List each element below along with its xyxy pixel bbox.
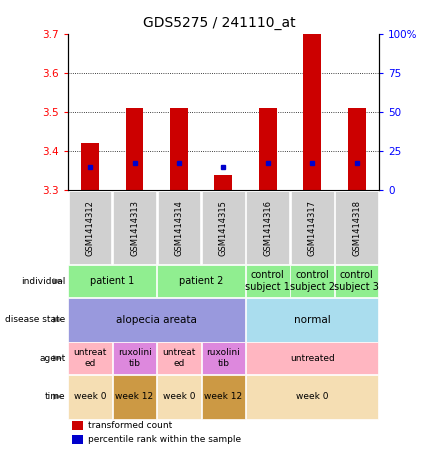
Text: GSM1414317: GSM1414317: [308, 200, 317, 255]
Text: GSM1414316: GSM1414316: [263, 200, 272, 255]
Text: transformed count: transformed count: [88, 421, 172, 430]
Text: week 12: week 12: [204, 392, 243, 401]
Text: GSM1414318: GSM1414318: [352, 200, 361, 255]
Text: control
subject 1: control subject 1: [245, 270, 290, 292]
Text: ruxolini
tib: ruxolini tib: [118, 348, 152, 368]
Text: normal: normal: [294, 315, 331, 325]
Text: GSM1414315: GSM1414315: [219, 200, 228, 255]
Bar: [170, 108, 188, 190]
Text: GSM1414313: GSM1414313: [130, 200, 139, 255]
Bar: [259, 108, 277, 190]
Text: GSM1414314: GSM1414314: [174, 200, 184, 255]
Text: week 0: week 0: [296, 392, 328, 401]
Bar: [348, 108, 366, 190]
Text: control
subject 3: control subject 3: [334, 270, 379, 292]
Text: untreated: untreated: [290, 354, 335, 363]
Polygon shape: [53, 355, 64, 361]
Text: patient 1: patient 1: [90, 276, 134, 286]
Text: time: time: [45, 392, 66, 401]
Bar: [126, 108, 143, 190]
Polygon shape: [53, 278, 64, 284]
Text: week 0: week 0: [74, 392, 106, 401]
Polygon shape: [53, 317, 64, 323]
Text: untreat
ed: untreat ed: [74, 348, 107, 368]
Text: control
subject 2: control subject 2: [290, 270, 335, 292]
Polygon shape: [53, 394, 64, 400]
Text: disease state: disease state: [5, 315, 66, 324]
Text: untreat
ed: untreat ed: [162, 348, 196, 368]
Text: alopecia areata: alopecia areata: [117, 315, 197, 325]
Text: ruxolini
tib: ruxolini tib: [206, 348, 240, 368]
Bar: [81, 143, 99, 190]
Text: individual: individual: [21, 277, 66, 286]
Bar: [215, 175, 232, 190]
Text: percentile rank within the sample: percentile rank within the sample: [88, 435, 241, 444]
Bar: [304, 34, 321, 190]
Text: GSM1414312: GSM1414312: [85, 200, 95, 255]
Text: patient 2: patient 2: [179, 276, 223, 286]
Text: week 12: week 12: [116, 392, 154, 401]
Text: GDS5275 / 241110_at: GDS5275 / 241110_at: [143, 16, 295, 30]
Text: week 0: week 0: [162, 392, 195, 401]
Text: agent: agent: [39, 354, 66, 363]
